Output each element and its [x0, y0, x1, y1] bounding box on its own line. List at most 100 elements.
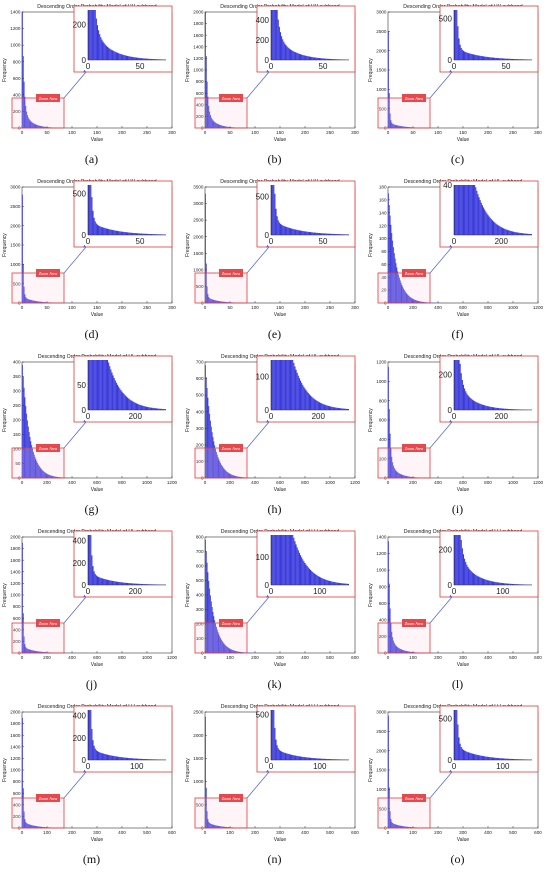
- inset-bar: [130, 400, 132, 410]
- inset-bar: [278, 749, 280, 760]
- bar: [218, 459, 220, 478]
- inset-bar: [96, 751, 99, 760]
- inset-bar: [328, 58, 331, 60]
- inset-bar: [103, 360, 105, 410]
- inset-bar: [94, 10, 96, 60]
- inset-bar: [105, 579, 107, 585]
- inset-bar: [333, 233, 335, 235]
- inset-bar: [345, 408, 347, 410]
- inset-bar: [311, 56, 313, 60]
- x-tick-label: 0: [21, 480, 24, 485]
- inset-bar: [318, 576, 321, 585]
- inset-bar: [105, 360, 107, 410]
- chart-svg: Descending Order Probability Model of HH…: [2, 179, 176, 318]
- inset-bar: [95, 360, 97, 410]
- x-tick-label: 200: [434, 830, 442, 835]
- bar: [30, 299, 32, 303]
- inset-bar: [482, 756, 485, 760]
- inset-bar: [461, 185, 463, 235]
- inset-bar: [491, 220, 493, 235]
- inset-bar: [106, 579, 109, 585]
- inset-bar: [489, 57, 491, 60]
- bar: [48, 474, 49, 478]
- inset-bar: [310, 56, 312, 60]
- bar: [28, 119, 30, 128]
- bar: [36, 826, 38, 828]
- inset-bar: [456, 535, 458, 585]
- bar: [208, 821, 210, 828]
- inset-bar: [90, 185, 92, 235]
- bar: [235, 476, 237, 478]
- inset-bar: [140, 233, 142, 235]
- bar: [27, 299, 29, 303]
- inset-bar: [464, 388, 466, 410]
- bar: [209, 413, 211, 478]
- bar: [226, 826, 227, 828]
- y-tick-label: 1000: [376, 379, 387, 384]
- bar: [218, 124, 220, 128]
- x-tick-label: 1200: [167, 480, 178, 485]
- inset-bar: [89, 535, 91, 585]
- inset-bar: [118, 53, 120, 60]
- y-tick-label: 2500: [376, 729, 387, 734]
- bar: [396, 267, 398, 303]
- chart-panel: Descending Order Probability Model of HH…: [0, 175, 183, 350]
- bar: [390, 622, 392, 653]
- inset-bar: [120, 757, 122, 760]
- inset-bar: [322, 58, 324, 60]
- inset-bar: [291, 228, 293, 235]
- inset-bar: [274, 535, 276, 585]
- inset-bar: [89, 185, 91, 235]
- bar: [22, 376, 24, 478]
- inset-bar: [499, 758, 501, 760]
- inset-bar: [122, 757, 124, 760]
- bar: [35, 651, 37, 653]
- panel-caption: (l): [451, 677, 464, 691]
- inset-bar: [314, 758, 316, 760]
- inset-bar: [321, 403, 323, 410]
- bar: [35, 124, 37, 128]
- inset-bar: [324, 233, 326, 235]
- inset-bar: [134, 583, 136, 585]
- bar: [404, 650, 405, 653]
- y-tick-label: 2000: [193, 733, 204, 738]
- bar: [38, 826, 40, 828]
- inset-bar: [510, 58, 512, 60]
- y-tick-label: 600: [196, 376, 204, 381]
- inset-bar: [133, 402, 135, 410]
- inset-y-tick-label: 0: [265, 581, 270, 590]
- inset-bar: [118, 581, 120, 585]
- zoom-label-bg: [402, 619, 426, 627]
- inset-bar: [335, 234, 337, 235]
- inset-y-tick-label: 400: [73, 712, 87, 721]
- y-tick-label: 1000: [10, 593, 21, 598]
- x-tick-label: 100: [409, 830, 417, 835]
- x-tick-label: 400: [251, 480, 259, 485]
- inset-bar: [150, 58, 152, 60]
- inset-bar: [306, 566, 308, 585]
- inset-bar: [486, 579, 488, 585]
- inset-bar: [468, 752, 470, 760]
- inset-bar: [288, 48, 290, 60]
- chart-svg: Descending Order Probability Model of HH…: [2, 4, 176, 143]
- bar: [31, 825, 33, 828]
- inset-bar: [345, 583, 347, 585]
- bar: [404, 475, 406, 478]
- inset-bar: [488, 57, 490, 60]
- inset-bar: [285, 360, 287, 410]
- inset-bar: [456, 360, 458, 410]
- inset-bar: [281, 360, 283, 410]
- bar: [210, 117, 212, 128]
- inset-bar: [481, 205, 483, 235]
- bar: [34, 825, 36, 828]
- y-tick-label: 3000: [376, 10, 387, 15]
- y-axis-label: Frequency: [2, 408, 8, 432]
- inset-bar: [160, 59, 162, 60]
- bar: [394, 124, 396, 128]
- y-tick-label: 2000: [376, 48, 387, 53]
- bar: [393, 253, 395, 303]
- inset-bar: [465, 52, 467, 60]
- inset-bar: [114, 230, 116, 235]
- zoom-area-box: [11, 97, 65, 129]
- inset-bar: [276, 535, 278, 585]
